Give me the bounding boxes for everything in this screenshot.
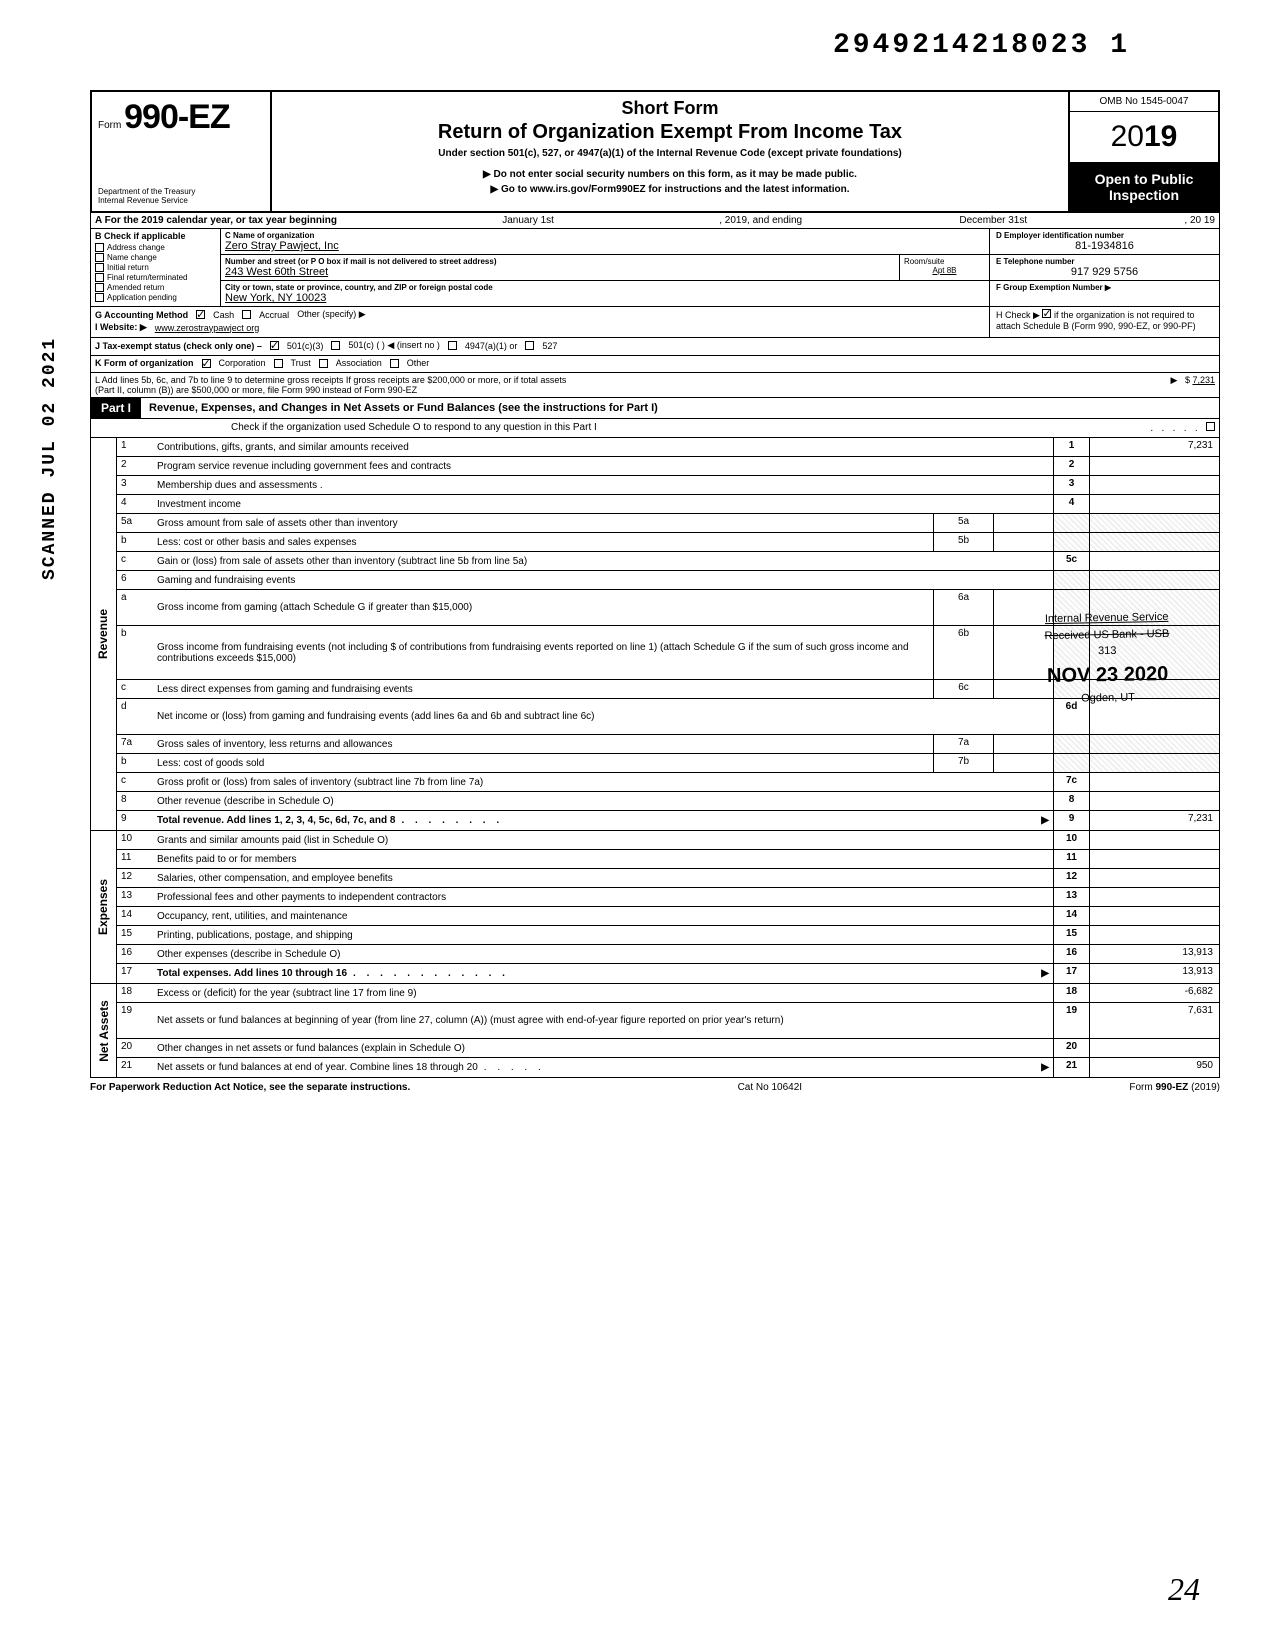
row-l-gross-receipts: L Add lines 5b, 6c, and 7b to line 9 to … bbox=[90, 373, 1220, 398]
label-street: Number and street (or P O box if mail is… bbox=[225, 257, 895, 266]
form-subtitle: Under section 501(c), 527, or 4947(a)(1)… bbox=[282, 148, 1058, 159]
org-name: Zero Stray Pawject, Inc bbox=[225, 240, 985, 252]
ein-value: 81-1934816 bbox=[996, 240, 1213, 252]
expenses-table: Expenses 10Grants and similar amounts pa… bbox=[90, 831, 1220, 984]
chk-501c3[interactable] bbox=[270, 341, 279, 350]
label-ein: D Employer identification number bbox=[996, 231, 1213, 240]
row-tax-exempt-status: J Tax-exempt status (check only one) – 5… bbox=[90, 338, 1220, 356]
website-value: www.zerostraypawject org bbox=[155, 323, 260, 333]
document-id: 2949214218023 1 bbox=[833, 30, 1130, 61]
city-value: New York, NY 10023 bbox=[225, 292, 985, 304]
row-a-tax-year: A For the 2019 calendar year, or tax yea… bbox=[90, 213, 1220, 229]
label-phone: E Telephone number bbox=[996, 257, 1213, 266]
short-form-label: Short Form bbox=[282, 98, 1058, 119]
omb-number: OMB No 1545-0047 bbox=[1070, 92, 1218, 112]
goto-instructions: ▶ Go to www.irs.gov/Form990EZ for instru… bbox=[282, 184, 1058, 195]
street-value: 243 West 60th Street bbox=[225, 266, 895, 278]
ssn-warning: ▶ Do not enter social security numbers o… bbox=[282, 169, 1058, 180]
handwritten-page-number: 24 bbox=[1168, 1571, 1200, 1608]
chk-application-pending[interactable] bbox=[95, 293, 104, 302]
net-assets-table: Net Assets 18Excess or (deficit) for the… bbox=[90, 984, 1220, 1078]
form-title: Return of Organization Exempt From Incom… bbox=[282, 121, 1058, 144]
room-value: Apt 8B bbox=[904, 266, 985, 275]
chk-schedule-b[interactable] bbox=[1042, 309, 1051, 318]
row-accounting-website: G Accounting Method Cash Accrual Other (… bbox=[90, 307, 1220, 338]
scanned-stamp: SCANNED JUL 02 2021 bbox=[40, 337, 60, 580]
tax-year: 20201919 bbox=[1070, 112, 1218, 163]
open-to-public: Open to Public Inspection bbox=[1070, 163, 1218, 211]
chk-schedule-o-part1[interactable] bbox=[1206, 422, 1215, 431]
chk-corporation[interactable] bbox=[202, 359, 211, 368]
phone-value: 917 929 5756 bbox=[996, 266, 1213, 278]
chk-501c[interactable] bbox=[331, 341, 340, 350]
irs-received-stamp: Internal Revenue Service Received US Ban… bbox=[1044, 609, 1170, 707]
chk-association[interactable] bbox=[319, 359, 328, 368]
chk-other-org[interactable] bbox=[390, 359, 399, 368]
chk-527[interactable] bbox=[525, 341, 534, 350]
form-header: Form 990-EZ Department of the Treasury I… bbox=[90, 90, 1220, 213]
chk-initial-return[interactable] bbox=[95, 263, 104, 272]
chk-trust[interactable] bbox=[274, 359, 283, 368]
form-number: Form 990-EZ bbox=[98, 98, 264, 137]
chk-accrual[interactable] bbox=[242, 310, 251, 319]
page-footer: For Paperwork Reduction Act Notice, see … bbox=[90, 1078, 1220, 1097]
chk-address-change[interactable] bbox=[95, 243, 104, 252]
chk-name-change[interactable] bbox=[95, 253, 104, 262]
chk-4947[interactable] bbox=[448, 341, 457, 350]
row-form-of-org: K Form of organization Corporation Trust… bbox=[90, 356, 1220, 373]
col-b-checkboxes: B Check if applicable Address change Nam… bbox=[91, 229, 221, 306]
part-1-header: Part I Revenue, Expenses, and Changes in… bbox=[90, 398, 1220, 419]
department: Department of the Treasury Internal Reve… bbox=[98, 187, 264, 205]
part-1-check-schedule-o: Check if the organization used Schedule … bbox=[90, 419, 1220, 438]
label-city: City or town, state or province, country… bbox=[225, 283, 985, 292]
chk-cash[interactable] bbox=[196, 310, 205, 319]
identification-section: B Check if applicable Address change Nam… bbox=[90, 229, 1220, 307]
label-org-name: C Name of organization bbox=[225, 231, 985, 240]
label-room: Room/suite bbox=[904, 257, 985, 266]
label-group-exemption: F Group Exemption Number ▶ bbox=[996, 283, 1213, 292]
chk-final-return[interactable] bbox=[95, 273, 104, 282]
chk-amended-return[interactable] bbox=[95, 283, 104, 292]
